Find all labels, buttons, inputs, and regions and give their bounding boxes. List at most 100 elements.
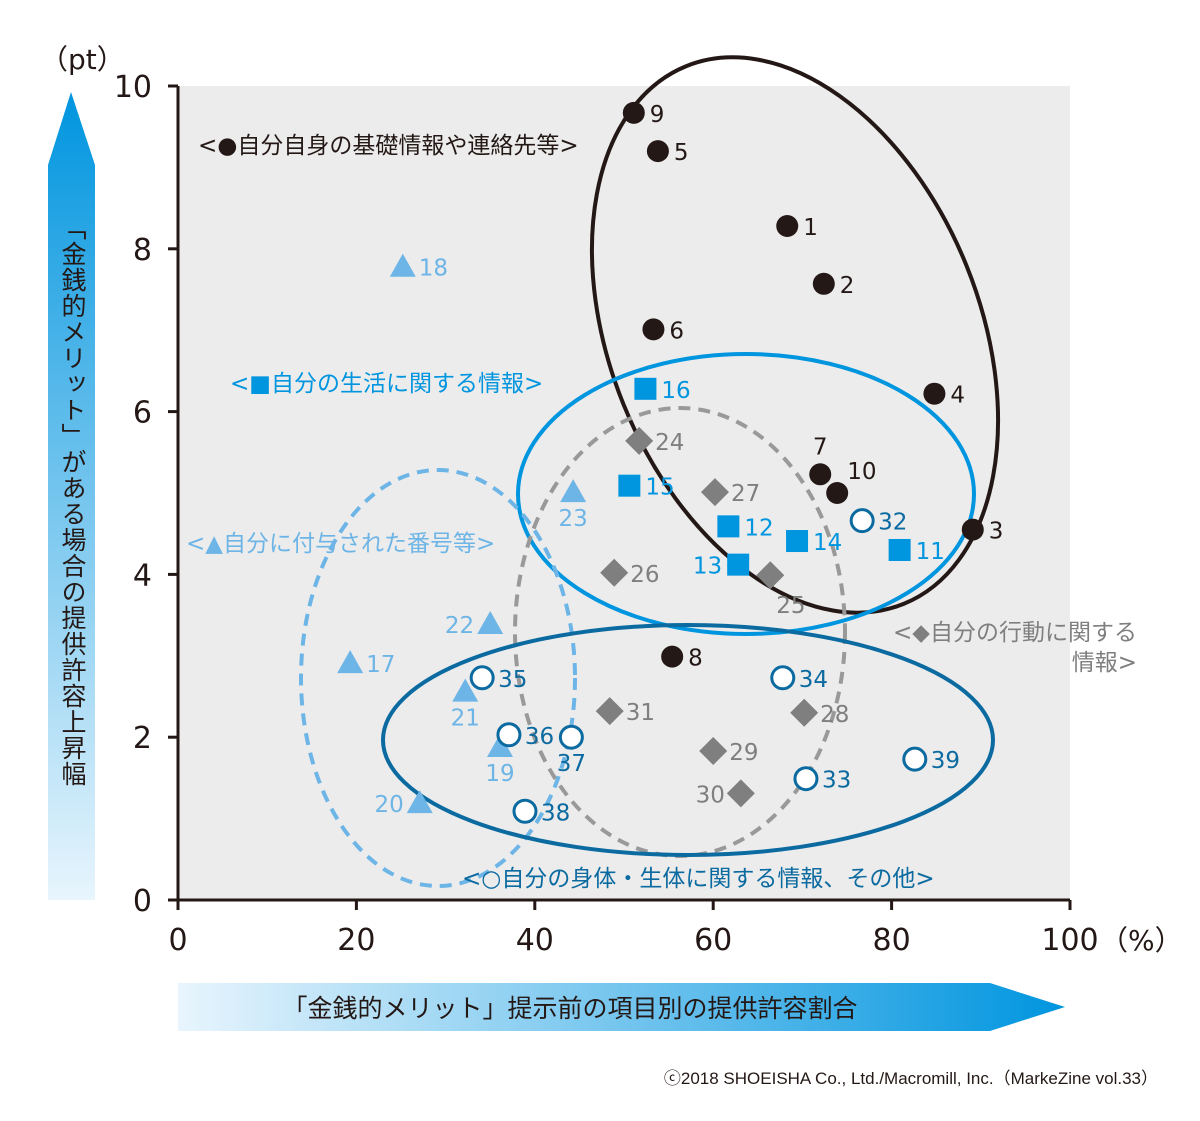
group-ellipses (299, 55, 1001, 888)
y-tick-label: 4 (133, 558, 152, 593)
point-lifestyle (717, 515, 740, 538)
x-tick-label: 60 (694, 923, 732, 958)
x-tick-label: 20 (337, 923, 375, 958)
point-label: 34 (799, 667, 828, 693)
point-basic-info (826, 482, 849, 504)
x-axis-label: 「金銭的メリット」提示前の項目別の提供許容割合 (282, 994, 857, 1023)
point-label: 7 (813, 434, 828, 460)
point-label: 23 (559, 506, 588, 532)
point-label: 14 (813, 530, 842, 556)
x-tick-label: 80 (873, 923, 911, 958)
point-lifestyle (888, 538, 911, 561)
group-label-assigned-number: <▲自分に付与された番号等> (186, 531, 495, 557)
point-label: 27 (731, 481, 760, 507)
point-basic-info (646, 140, 669, 163)
point-label: 1 (803, 215, 818, 241)
x-axis-arrow (178, 983, 1065, 1031)
point-label: 10 (847, 459, 876, 485)
group-label-behavior-2: 情報> (1072, 650, 1137, 676)
ellipse-lifestyle (516, 352, 976, 636)
point-behavior (700, 478, 729, 507)
point-basic-info (961, 518, 984, 541)
point-lifestyle (618, 474, 641, 497)
point-label: 9 (650, 102, 665, 128)
point-behavior (726, 779, 755, 808)
data-points: 9512647103816151214131118232217211920242… (337, 101, 1004, 826)
point-behavior (600, 558, 629, 587)
point-behavior (756, 561, 785, 590)
point-assigned-number (477, 611, 504, 635)
point-behavior (790, 698, 819, 727)
point-label: 18 (419, 256, 448, 282)
point-label: 24 (655, 430, 684, 456)
point-body (793, 766, 819, 792)
point-label: 29 (729, 740, 758, 766)
y-tick-label: 2 (133, 721, 152, 756)
point-label: 38 (541, 800, 570, 826)
point-behavior (625, 426, 654, 455)
point-basic-info (622, 101, 645, 124)
point-body (558, 724, 584, 750)
point-body (902, 746, 928, 772)
point-lifestyle (727, 553, 750, 576)
y-tick-label: 6 (133, 396, 152, 431)
y-tick-label: 8 (133, 233, 152, 268)
point-label: 35 (498, 667, 527, 693)
point-label: 4 (950, 383, 965, 409)
x-tick-label: 100 (1041, 923, 1098, 958)
point-label: 6 (669, 318, 684, 344)
group-label-behavior-1: <◆自分の行動に関する (893, 620, 1137, 646)
y-tick-label: 10 (114, 70, 152, 105)
point-label: 16 (661, 378, 690, 404)
point-basic-info (812, 272, 835, 295)
point-label: 39 (931, 748, 960, 774)
point-assigned-number (389, 253, 416, 277)
point-label: 25 (776, 593, 805, 619)
point-body (770, 665, 796, 691)
copyright: ⓒ2018 SHOEISHA Co., Ltd./Macromill, Inc.… (663, 1069, 1158, 1088)
point-label: 11 (916, 539, 945, 565)
y-axis-unit: （pt） (40, 43, 125, 76)
ellipse-assigned-number (299, 468, 577, 888)
group-labels: <●自分自身の基礎情報や連絡先等> <■自分の生活に関する情報> <▲自分に付与… (186, 133, 1137, 892)
group-label-body: <○自分の身体・生体に関する情報、その他> (462, 866, 935, 892)
point-behavior (699, 737, 728, 766)
y-axis-label: 「金銭的メリット」がある場合の提供許容上昇幅 (58, 215, 87, 787)
point-basic-info (661, 645, 684, 668)
point-label: 3 (989, 519, 1004, 545)
point-behavior (595, 697, 624, 726)
point-label: 33 (822, 768, 851, 794)
x-tick-label: 40 (516, 923, 554, 958)
point-label: 15 (645, 475, 674, 501)
point-label: 13 (693, 554, 722, 580)
group-label-basic-info: <●自分自身の基礎情報や連絡先等> (198, 133, 579, 159)
point-label: 20 (374, 792, 403, 818)
point-label: 17 (366, 652, 395, 678)
point-body (849, 508, 875, 534)
point-assigned-number (560, 479, 587, 503)
point-label: 30 (696, 782, 725, 808)
point-basic-info (923, 382, 946, 405)
point-basic-info (809, 463, 832, 486)
ellipse-basic-info (589, 55, 1001, 615)
point-label: 19 (485, 761, 514, 787)
point-assigned-number (452, 678, 479, 702)
point-label: 12 (744, 515, 773, 541)
point-label: 26 (630, 562, 659, 588)
point-label: 8 (688, 646, 703, 672)
x-tick-label: 0 (168, 923, 187, 958)
point-label: 32 (878, 510, 907, 536)
point-body (512, 798, 538, 824)
point-label: 22 (445, 613, 474, 639)
point-label: 5 (674, 140, 689, 166)
point-basic-info (642, 318, 665, 341)
point-label: 2 (840, 273, 855, 299)
y-tick-label: 0 (133, 884, 152, 919)
point-label: 21 (451, 706, 480, 732)
point-assigned-number (337, 650, 364, 674)
point-basic-info (776, 215, 799, 238)
ellipse-body (381, 623, 995, 857)
point-label: 37 (557, 751, 586, 777)
